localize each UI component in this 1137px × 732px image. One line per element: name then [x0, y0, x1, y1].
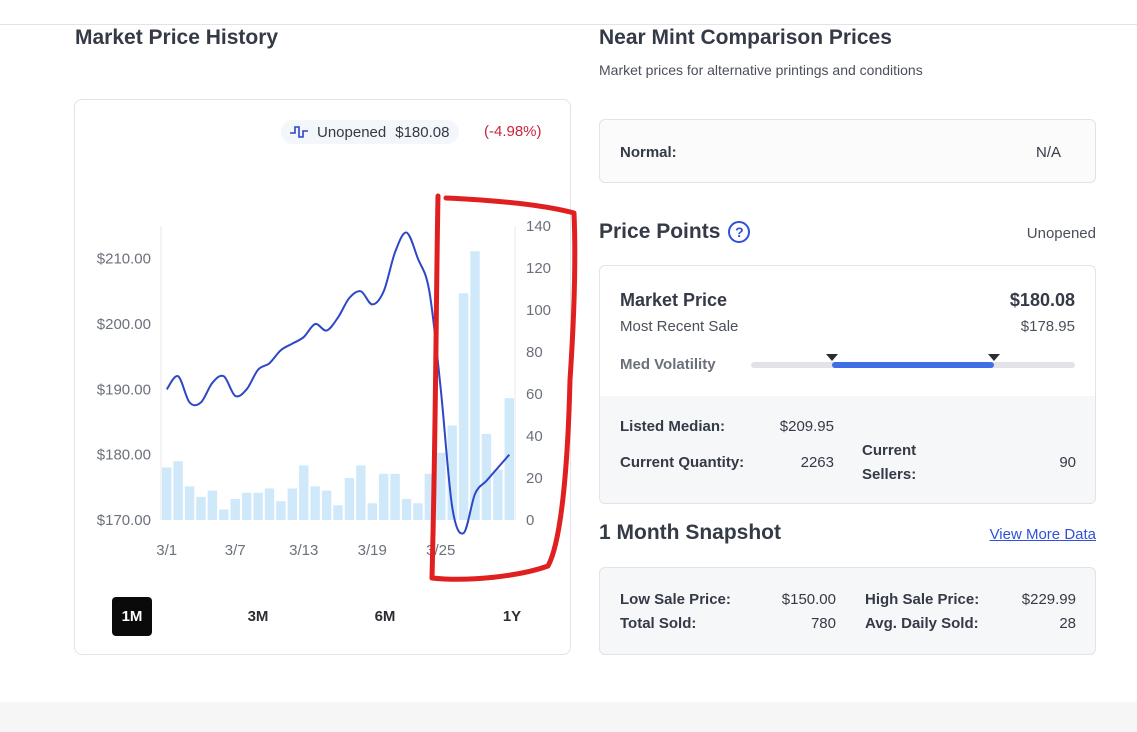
- volume-bar: [458, 293, 469, 520]
- help-icon[interactable]: ?: [728, 221, 751, 243]
- volume-bar: [253, 492, 263, 520]
- range-button-1y[interactable]: 1Y: [502, 608, 522, 625]
- y-right-tick-label: 0: [526, 512, 534, 529]
- high-sale-label: High Sale Price:: [865, 591, 980, 608]
- y-left-tick-label: $200.00: [97, 316, 151, 333]
- volume-bar: [196, 496, 206, 520]
- legend-label: Unopened: [317, 123, 387, 141]
- listed-median-value: $209.95: [779, 418, 834, 435]
- y-right-tick-label: 120: [526, 260, 551, 277]
- price-points-card: Market Price $180.08 Most Recent Sale $1…: [599, 265, 1096, 504]
- recent-sale-value: $178.95: [1020, 318, 1075, 335]
- volume-bar: [390, 473, 400, 520]
- total-sold-value: 780: [810, 615, 836, 632]
- price-points-title: Price Points ?: [599, 220, 751, 244]
- volatility-low-marker-icon: [826, 354, 838, 361]
- market-price-history-title: Market Price History: [75, 26, 279, 49]
- market-price-label: Market Price: [620, 290, 728, 310]
- volume-bar: [219, 509, 229, 520]
- volume-bar: [162, 467, 172, 520]
- total-sold-label: Total Sold:: [620, 615, 697, 632]
- y-right-tick-label: 20: [526, 470, 543, 487]
- volatility-high-marker-icon: [988, 354, 1000, 361]
- range-button-6m[interactable]: 6M: [374, 608, 396, 625]
- current-quantity-label: Current Quantity:: [620, 454, 745, 471]
- recent-sale-label: Most Recent Sale: [620, 318, 739, 335]
- legend-change: (-4.98%): [484, 123, 542, 140]
- footer-band: [0, 702, 1137, 732]
- listed-median-label: Listed Median:: [620, 418, 726, 435]
- normal-label: Normal:: [620, 144, 677, 161]
- volume-bar: [344, 478, 355, 520]
- volatility-meter: [751, 354, 1075, 368]
- volume-bar: [356, 465, 366, 520]
- x-tick-label: 3/25: [426, 542, 455, 559]
- snapshot-title: 1 Month Snapshot: [599, 521, 781, 544]
- volume-bar: [493, 469, 503, 520]
- listing-stats: Listed Median: $209.95 Current Quantity:…: [600, 396, 1095, 503]
- y-right-tick-label: 60: [526, 386, 543, 403]
- volume-bar: [321, 490, 332, 520]
- y-left-tick-label: $180.00: [97, 447, 151, 464]
- volume-bar: [287, 488, 298, 520]
- step-line-icon: [290, 126, 308, 138]
- volume-bar: [367, 503, 377, 520]
- volume-bar: [264, 488, 275, 520]
- volume-bar: [378, 473, 389, 520]
- volatility-label: Med Volatility: [620, 356, 716, 373]
- volume-bar: [276, 501, 286, 520]
- price-history-chart-card: Unopened $180.08 (-4.98%) $210.00 $200.00…: [74, 99, 571, 655]
- volume-bar: [401, 499, 412, 520]
- x-tick-label: 3/1: [156, 542, 177, 559]
- y-right-tick-label: 80: [526, 344, 543, 361]
- avg-daily-sold-value: 28: [1059, 615, 1076, 632]
- legend-value: $180.08: [395, 123, 450, 141]
- current-sellers-value: 90: [1059, 454, 1076, 471]
- x-tick-label: 3/7: [225, 542, 246, 559]
- y-right-tick-label: 140: [526, 218, 551, 235]
- volume-bar: [241, 492, 252, 520]
- normal-value: N/A: [1035, 144, 1061, 161]
- volume-bar: [470, 251, 480, 520]
- normal-printing-row: Normal: N/A: [599, 119, 1096, 183]
- volume-bar: [299, 465, 309, 520]
- range-button-3m[interactable]: 3M: [247, 608, 269, 625]
- top-divider: [0, 0, 1137, 25]
- volume-bar: [184, 486, 195, 520]
- y-left-tick-label: $170.00: [97, 512, 151, 529]
- high-sale-value: $229.99: [1021, 591, 1076, 608]
- low-sale-label: Low Sale Price:: [620, 591, 731, 608]
- price-points-type: Unopened: [1026, 225, 1096, 242]
- price-points-title-text: Price Points: [599, 220, 721, 243]
- chart-legend[interactable]: Unopened $180.08: [281, 120, 460, 144]
- avg-daily-sold-label: Avg. Daily Sold:: [865, 615, 979, 632]
- price-volume-chart[interactable]: $210.00 $200.00 $190.00 $180.00 $170.00 140 12…: [75, 100, 572, 580]
- low-sale-value: $150.00: [781, 591, 836, 608]
- volume-bar: [230, 499, 240, 520]
- snapshot-card: Low Sale Price: $150.00 High Sale Price:…: [599, 567, 1096, 655]
- volume-bar: [333, 505, 343, 520]
- price-line: [165, 231, 511, 535]
- y-left-tick-label: $210.00: [97, 251, 151, 268]
- current-sellers-label-line1: Current: [862, 442, 917, 459]
- x-tick-label: 3/19: [358, 542, 387, 559]
- current-quantity-value: 2263: [800, 454, 834, 471]
- x-tick-label: 3/13: [289, 542, 318, 559]
- volume-bar: [310, 486, 320, 520]
- current-sellers-label-line2: Sellers:: [862, 466, 917, 483]
- volume-bar: [207, 490, 218, 520]
- comparison-prices-title: Near Mint Comparison Prices: [599, 26, 892, 49]
- volume-bar: [413, 503, 423, 520]
- view-more-data-link[interactable]: View More Data: [989, 526, 1096, 543]
- y-left-tick-label: $190.00: [97, 381, 151, 398]
- volume-bar: [424, 473, 435, 520]
- comparison-subtitle: Market prices for alternative printings …: [599, 62, 923, 78]
- range-button-1m[interactable]: 1M: [112, 597, 152, 636]
- y-right-tick-label: 40: [526, 428, 543, 445]
- volatility-fill: [832, 362, 994, 368]
- volume-bar: [173, 461, 183, 520]
- market-price-value: $180.08: [1009, 290, 1075, 310]
- volume-bar: [436, 452, 446, 520]
- y-right-tick-label: 100: [526, 302, 551, 319]
